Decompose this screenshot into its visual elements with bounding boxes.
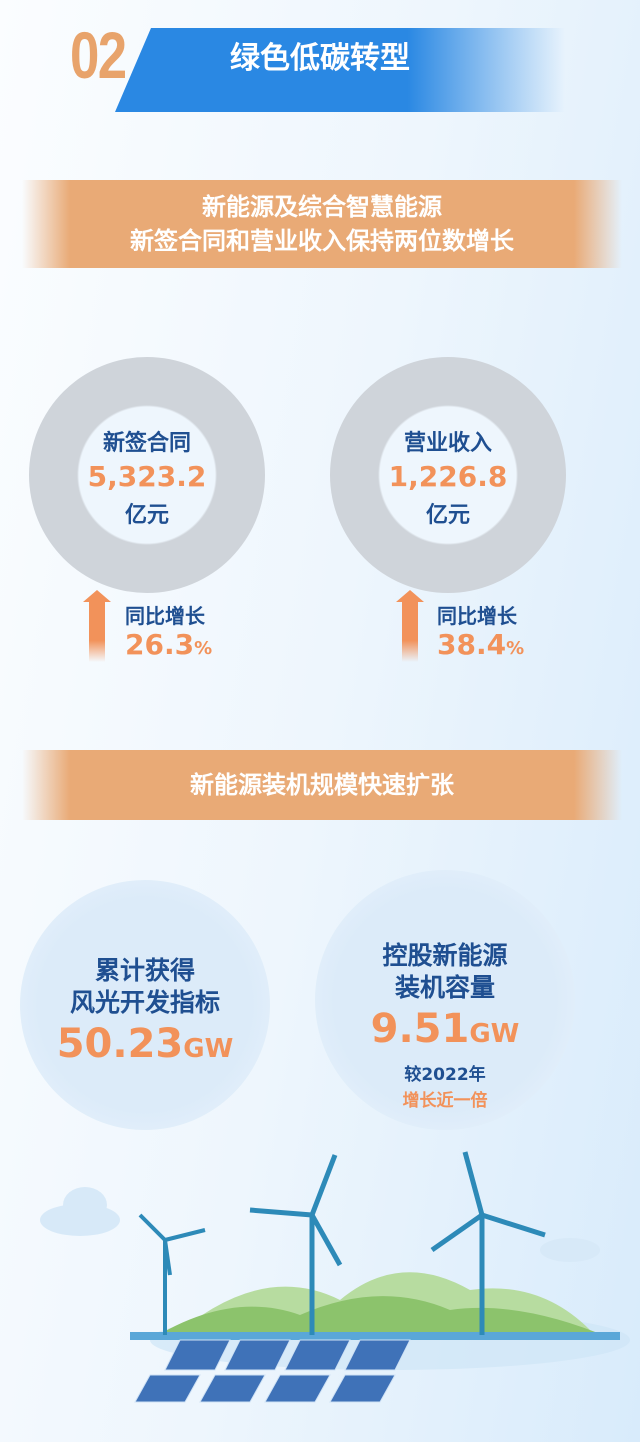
donut-contracts <box>29 357 265 593</box>
stat-contracts: 新签合同 5,323.2 亿元 <box>29 425 265 529</box>
up-arrow-icon <box>83 590 111 662</box>
growth-value: 38.4 <box>437 628 507 661</box>
banner-line-1: 新能源及综合智慧能源 <box>202 193 442 221</box>
growth-unit: % <box>506 638 525 659</box>
banner-contracts: 新能源及综合智慧能源 新签合同和营业收入保持两位数增长 <box>22 180 622 268</box>
bubble-indicators <box>20 880 270 1130</box>
bubble-value: 9.51 <box>370 1006 470 1052</box>
stat-label: 营业收入 <box>403 431 492 456</box>
wind-turbine-icon <box>430 1151 546 1335</box>
stat-label: 新签合同 <box>102 431 191 456</box>
banner-line-2: 新签合同和营业收入保持两位数增长 <box>130 227 514 255</box>
section-title: 绿色低碳转型 <box>230 41 410 76</box>
banner-capacity: 新能源装机规模快速扩张 <box>22 750 622 820</box>
solar-panel-icon <box>134 1339 411 1403</box>
stat-value: 1,226.8 <box>388 460 508 493</box>
bubble-capacity-text: 控股新能源 装机容量 9.51GW 较2022年 增长近一倍 <box>315 940 575 1114</box>
bubble-line-2: 装机容量 <box>394 973 495 1002</box>
wind-turbine-icon <box>249 1154 343 1335</box>
bubble-line-1: 控股新能源 <box>382 941 508 970</box>
growth-label: 同比增长 <box>437 604 517 628</box>
bubble-line-2: 风光开发指标 <box>69 988 220 1017</box>
bubble-note-2: 增长近一倍 <box>402 1091 488 1111</box>
bubble-line-1: 累计获得 <box>94 956 195 985</box>
section-number: 02 <box>70 18 127 92</box>
cloud-icon <box>40 1187 120 1236</box>
cloud-icon <box>540 1238 600 1262</box>
donut-revenue <box>330 357 566 593</box>
growth-label: 同比增长 <box>125 604 205 628</box>
bubble-unit: GW <box>469 1019 520 1049</box>
growth-revenue: 同比增长 38.4% <box>437 600 524 665</box>
growth-unit: % <box>194 638 213 659</box>
stat-revenue: 营业收入 1,226.8 亿元 <box>330 425 566 529</box>
section-title-bar <box>115 28 565 112</box>
stat-unit: 亿元 <box>124 503 169 528</box>
stat-unit: 亿元 <box>425 503 470 528</box>
bubble-note-1: 较2022年 <box>404 1065 486 1085</box>
growth-contracts: 同比增长 26.3% <box>125 600 212 665</box>
bubble-capacity <box>315 870 575 1130</box>
up-arrow-icon <box>396 590 424 662</box>
wind-solar-illustration <box>40 1151 630 1403</box>
stat-value: 5,323.2 <box>87 460 207 493</box>
bubble-indicators-text: 累计获得 风光开发指标 50.23GW <box>20 955 270 1077</box>
bubble-unit: GW <box>183 1034 234 1064</box>
growth-value: 26.3 <box>125 628 195 661</box>
wind-turbine-icon <box>138 1213 206 1335</box>
bubble-value: 50.23 <box>56 1021 184 1067</box>
